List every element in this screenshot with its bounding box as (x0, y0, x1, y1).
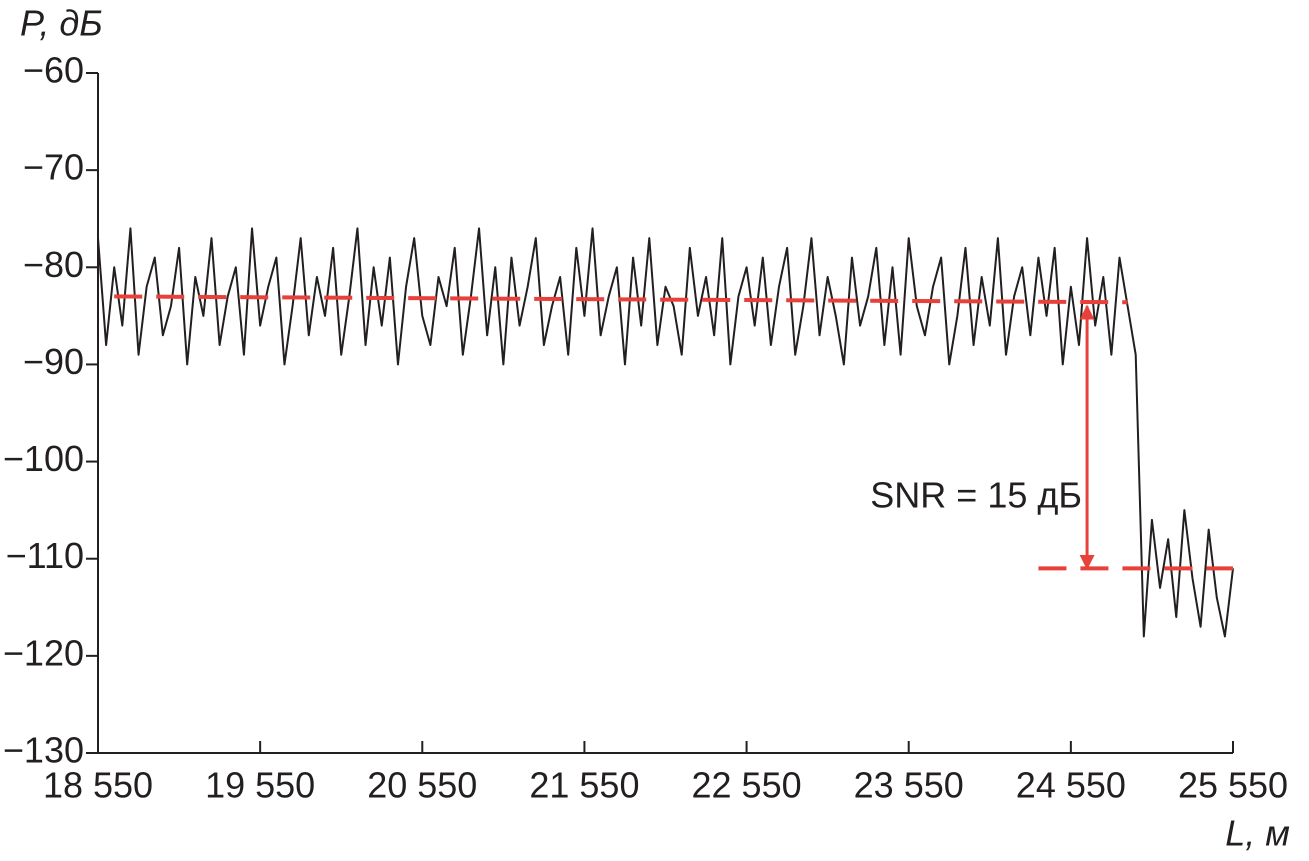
y-tick-label: −90 (23, 341, 84, 382)
noise-level (114, 294, 1128, 305)
y-tick-label: −100 (3, 438, 84, 479)
x-axis-label: L, м (1225, 813, 1290, 854)
y-axis-label: P, дБ (20, 3, 103, 44)
x-tick-label: 20 550 (367, 765, 477, 806)
axes (97, 73, 1233, 754)
y-tick-label: −80 (23, 244, 84, 285)
y-tick-label: −70 (23, 147, 84, 188)
y-tick-label: −130 (3, 730, 84, 771)
x-tick-label: 21 550 (529, 765, 639, 806)
y-tick-label: −110 (6, 535, 84, 576)
annotation: SNR = 15 дБ (870, 475, 1082, 516)
x-tick-label: 24 550 (1016, 765, 1126, 806)
y-tick-label: −60 (23, 50, 84, 91)
y-tick-label: −120 (3, 632, 84, 673)
x-tick-label: 23 550 (854, 765, 964, 806)
x-tick-label: 18 550 (43, 765, 153, 806)
data-line (97, 227, 1234, 638)
x-tick-label: 22 550 (692, 765, 802, 806)
x-tick-label: 19 550 (205, 765, 315, 806)
x-tick-label: 25 550 (1178, 765, 1288, 806)
